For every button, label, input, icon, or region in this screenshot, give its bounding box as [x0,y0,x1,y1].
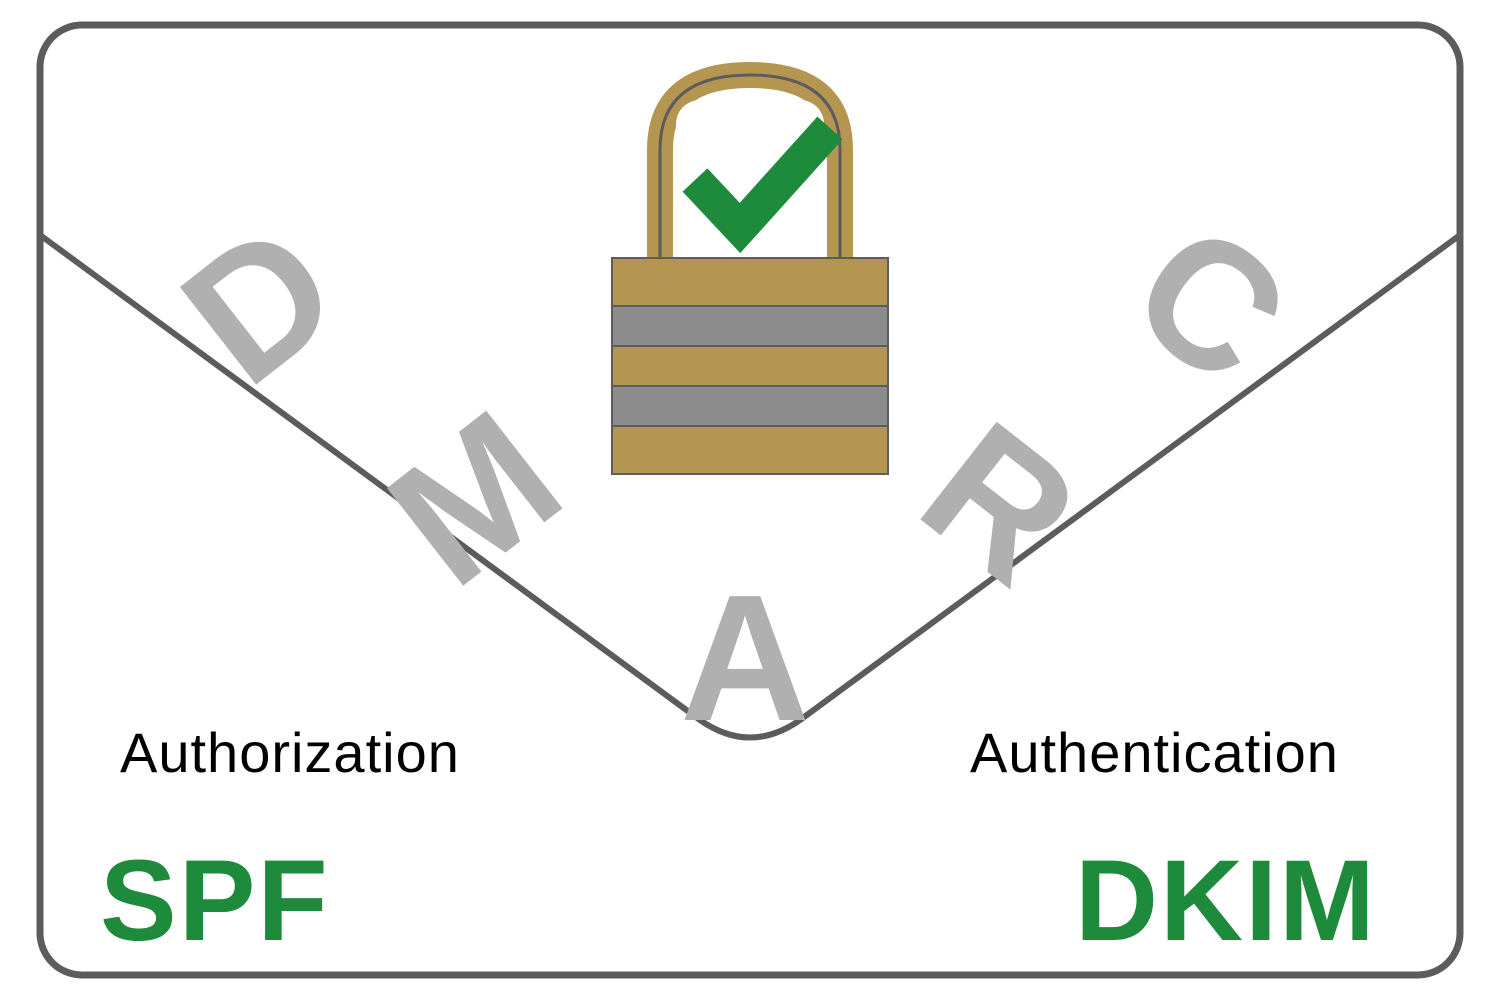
dmarc-letter-a: A [680,555,810,762]
label-authentication: Authentication [970,720,1339,785]
label-spf: SPF [100,835,330,967]
label-dkim: DKIM [1075,835,1377,967]
label-authorization: Authorization [120,720,460,785]
padlock-body [612,258,888,474]
